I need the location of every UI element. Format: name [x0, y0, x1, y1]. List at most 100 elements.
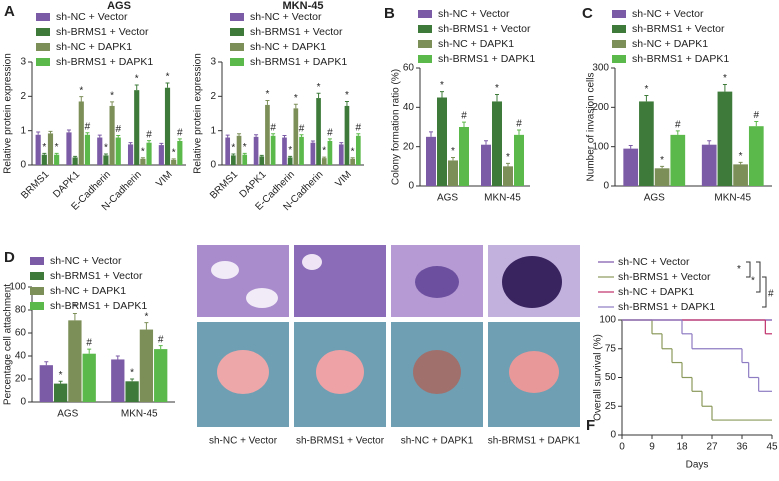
error-bar	[242, 152, 247, 155]
bar	[111, 359, 125, 402]
lung	[413, 350, 461, 394]
bar	[459, 127, 469, 186]
significance-marker: *	[723, 73, 727, 84]
legend-label: sh-NC + Vector	[50, 255, 122, 267]
legend-swatch	[30, 272, 44, 280]
error-bar	[517, 129, 521, 135]
significance-marker: *	[294, 93, 298, 104]
legend-swatch	[36, 58, 50, 66]
bar	[72, 157, 78, 165]
significance-marker: *	[141, 146, 145, 157]
y-axis-label: Relative protein expression	[3, 53, 14, 174]
x-tick-label: BRMS1	[19, 169, 51, 201]
legend-swatch	[230, 58, 244, 66]
y-axis-label: Percentage cell attachment	[3, 284, 14, 405]
bar	[310, 142, 316, 165]
bar	[265, 104, 270, 165]
legend-swatch	[418, 40, 432, 48]
error-bar	[177, 138, 182, 141]
bar	[231, 155, 236, 165]
legend-label: sh-NC + Vector	[56, 11, 128, 23]
legend-swatch	[612, 25, 626, 33]
bar	[282, 137, 287, 165]
significance-marker: #	[85, 121, 91, 132]
bar	[503, 166, 513, 186]
bar	[448, 160, 458, 186]
error-bar	[754, 120, 759, 127]
significance-marker: *	[79, 85, 83, 96]
bar	[125, 381, 139, 402]
error-bar	[54, 152, 59, 155]
y-tick-label: 2	[20, 91, 26, 102]
bar	[97, 137, 103, 165]
bar	[299, 136, 304, 165]
legend-label: sh-NC + Vector	[618, 256, 690, 268]
error-bar	[675, 130, 680, 135]
significance-marker: *	[243, 142, 247, 153]
error-bar	[144, 322, 149, 330]
significance-marker: *	[440, 80, 444, 91]
tumor-focus	[415, 266, 459, 298]
error-bar	[66, 129, 71, 133]
legend-swatch	[612, 40, 626, 48]
legend-label: sh-BRMS1 + DAPK1	[250, 56, 347, 68]
error-bar	[310, 140, 315, 143]
legend-label: sh-BRMS1 + Vector	[250, 26, 343, 38]
x-tick-label: 18	[676, 442, 688, 453]
bar	[78, 101, 84, 165]
bar	[327, 140, 333, 165]
bar	[717, 91, 733, 186]
y-tick-label: 0	[603, 181, 609, 192]
error-bar	[259, 154, 264, 157]
lung	[509, 351, 559, 393]
error-bar	[134, 84, 139, 91]
legend-swatch	[36, 13, 50, 21]
legend-swatch	[418, 55, 432, 63]
y-tick-label: 60	[15, 328, 27, 339]
significance-marker: *	[135, 74, 139, 85]
y-tick-label: 60	[403, 63, 415, 74]
error-bar	[288, 155, 293, 158]
legend-label: sh-NC + DAPK1	[438, 38, 514, 50]
bar	[623, 148, 639, 186]
legend-swatch	[30, 257, 44, 265]
bar	[426, 136, 436, 186]
error-bar	[165, 82, 170, 88]
legend-label: sh-NC + DAPK1	[250, 41, 326, 53]
legend-label: sh-BRMS1 + Vector	[632, 23, 725, 35]
legend-label: sh-NC + DAPK1	[632, 38, 708, 50]
x-tick-label: 9	[649, 442, 655, 453]
panel-letter: F	[586, 417, 595, 434]
error-bar	[231, 153, 236, 156]
panel-letter: C	[582, 5, 593, 22]
image-caption: sh-NC + Vector	[209, 436, 278, 447]
legend-label: sh-BRMS1 + Vector	[50, 270, 143, 282]
legend-swatch	[230, 43, 244, 51]
significance-marker: *	[55, 142, 59, 153]
y-tick-label: 20	[15, 374, 27, 385]
legend-label: sh-BRMS1 + DAPK1	[438, 53, 535, 65]
x-tick-label: MKN-45	[484, 193, 521, 204]
bar	[733, 164, 748, 186]
bar	[270, 135, 276, 165]
x-tick-label: MKN-45	[121, 409, 158, 420]
legend-swatch	[230, 13, 244, 21]
error-bar	[484, 140, 488, 145]
bar	[225, 137, 231, 165]
legend-label: sh-BRMS1 + Vector	[618, 271, 711, 283]
y-axis-label: Number of invasion cells	[586, 73, 597, 182]
bar	[177, 140, 183, 165]
bar	[103, 155, 109, 165]
bar	[54, 154, 60, 165]
y-axis-label: Relative protein expression	[193, 53, 204, 174]
chart-title: AGS	[107, 0, 131, 12]
significance-marker: *	[751, 276, 755, 287]
error-bar	[87, 348, 92, 354]
histology-images	[197, 245, 580, 317]
legend-label: sh-NC + DAPK1	[618, 286, 694, 298]
error-bar	[147, 140, 152, 143]
bar	[344, 105, 350, 165]
bar	[109, 105, 115, 165]
panel-letter: B	[384, 5, 395, 22]
